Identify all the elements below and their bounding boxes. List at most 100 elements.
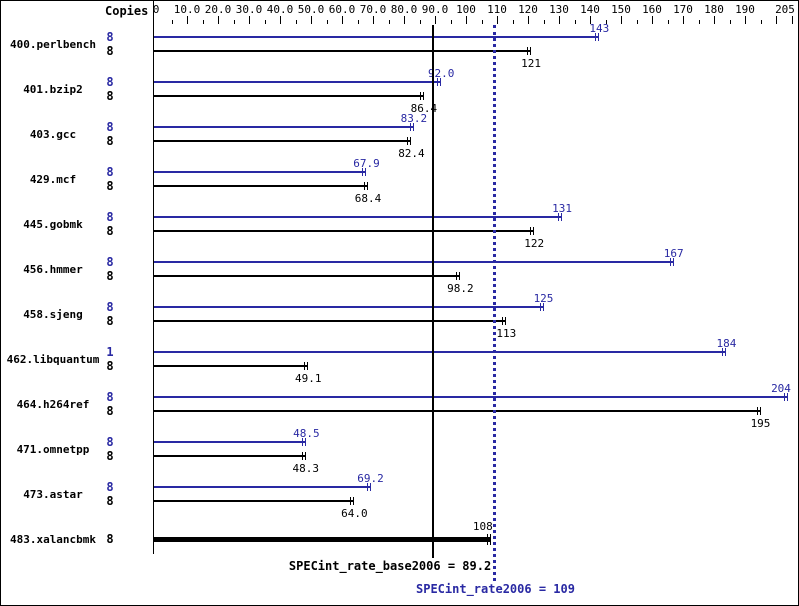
benchmark-name: 458.sjeng [23,308,83,321]
copies-value-peak: 8 [106,255,114,269]
x-axis-minor-tick [358,20,359,24]
peak-rate-annotation: SPECint_rate2006 = 109 [416,582,575,596]
benchmark-name: 445.gobmk [23,218,83,231]
x-axis-major-tick [249,16,250,24]
base-value-label: 121 [521,57,542,70]
x-axis-tick-label: 30.0 [235,3,263,16]
base-value-label: 98.2 [447,282,474,295]
copies-value-base: 8 [106,494,114,508]
bar-end-cap [558,213,560,221]
x-axis-tick-label: 0 [152,3,160,16]
bar-end-cap [369,483,371,491]
bar-end-cap [301,452,303,460]
bar-end-cap [725,348,727,356]
benchmark-name: 401.bzip2 [23,83,83,96]
x-axis-major-tick [559,16,560,24]
copies-value-base: 8 [106,44,114,58]
bar-end-cap [304,452,306,460]
bar-end-cap [365,168,367,176]
bar-end-cap [366,483,368,491]
bar-end-cap [456,272,458,280]
x-axis-minor-tick [451,20,452,24]
x-axis-major-tick [342,16,343,24]
x-axis-minor-tick [327,20,328,24]
copies-value-peak: 8 [106,390,114,404]
peak-bar [154,351,727,353]
copies-value-base: 8 [106,532,114,546]
x-axis-minor-tick [513,20,514,24]
bar-end-cap [527,47,529,55]
benchmark-name: 483.xalancbmk [9,533,97,546]
base-bar [154,230,535,232]
peak-value-label: 92.0 [427,67,455,80]
x-axis-tick-label: 60.0 [328,3,356,16]
base-bar [154,275,461,277]
base-bar [154,95,424,97]
base-bar [154,140,412,142]
benchmark-name: 429.mcf [29,173,77,186]
copies-value-base: 8 [106,179,114,193]
bar-end-cap [530,47,532,55]
base-value-label: 113 [496,327,517,340]
x-axis-minor-tick [575,20,576,24]
x-axis-major-tick [218,16,219,24]
peak-rate-reference-line [492,25,496,581]
x-axis-major-tick [776,16,777,24]
copies-value-peak: 8 [106,165,114,179]
bar-end-cap [410,137,412,145]
benchmark-name: 403.gcc [29,128,77,141]
copies-value-peak: 8 [106,75,114,89]
bar-end-cap [419,92,421,100]
copies-value-peak: 8 [106,300,114,314]
peak-value-label: 143 [589,22,610,35]
copies-value-base: 8 [106,449,114,463]
bar-end-cap [530,227,532,235]
benchmark-name: 471.omnetpp [16,443,90,456]
copies-value-base: 8 [106,134,114,148]
copies-value-base: 8 [106,269,114,283]
x-axis-minor-tick [172,20,173,24]
x-axis-minor-tick [389,20,390,24]
x-axis-major-tick [745,16,746,24]
x-axis-minor-tick [606,20,607,24]
bar-end-cap [486,533,488,545]
peak-bar [154,81,442,83]
base-value-label: 86.4 [410,102,438,115]
x-axis-major-tick [652,16,653,24]
bar-end-cap [437,78,439,86]
peak-bar [154,306,544,308]
bar-end-cap [407,137,409,145]
x-axis-minor-tick [482,20,483,24]
bar-end-cap [722,348,724,356]
x-axis-major-tick [497,16,498,24]
copies-value-peak: 8 [106,120,114,134]
x-axis-tick-label: 50.0 [297,3,325,16]
copies-value-peak: 8 [106,435,114,449]
peak-bar [154,216,563,218]
x-axis-major-tick [280,16,281,24]
base-value-label: 195 [750,417,771,430]
bar-end-cap [302,438,304,446]
base-value-label: 82.4 [398,147,425,160]
x-axis-tick-label: 40.0 [266,3,294,16]
bar-end-cap [305,438,307,446]
x-axis-tick-label: 130 [549,3,569,16]
x-axis-tick-label: 170 [673,3,693,16]
base-bar [154,365,309,367]
bar-end-cap [367,182,369,190]
bar-end-cap [787,393,789,401]
bar-end-cap [353,497,355,505]
peak-bar [154,36,600,38]
x-axis-major-tick [466,16,467,24]
x-axis-major-tick [528,16,529,24]
x-axis-major-tick [435,16,436,24]
copies-value-base: 8 [106,89,114,103]
x-axis-minor-tick [203,20,204,24]
bar-end-cap [784,393,786,401]
bar-end-cap [561,213,563,221]
bar-end-cap [502,317,504,325]
copies-value-peak: 8 [106,210,114,224]
peak-value-label: 125 [533,292,554,305]
base-bar [154,185,369,187]
